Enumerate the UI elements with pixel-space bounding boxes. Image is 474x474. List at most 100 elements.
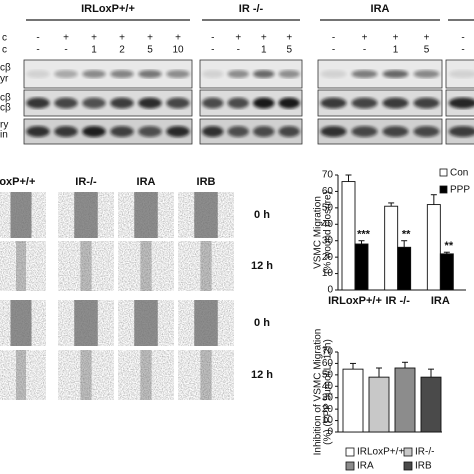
bar xyxy=(397,246,412,291)
micrograph xyxy=(118,241,174,291)
blot-band xyxy=(26,70,50,78)
wound-gap xyxy=(140,241,152,291)
blot-band xyxy=(253,126,275,137)
bar xyxy=(342,368,364,433)
y-axis-label: VSMC Migration xyxy=(313,196,324,269)
lane-sign: - xyxy=(36,33,39,44)
image-row-label: 0 h xyxy=(254,209,270,221)
blot-band xyxy=(166,126,190,137)
band-label: cβ xyxy=(0,103,11,114)
band-label: cβ xyxy=(0,93,11,104)
blot-band xyxy=(166,70,190,78)
legend-label: IRB xyxy=(415,461,432,472)
wound-gap xyxy=(194,300,218,346)
y-tick-label: 10 xyxy=(322,415,334,426)
image-column-label: IRA xyxy=(137,176,156,188)
image-row-label: 12 h xyxy=(251,260,273,272)
lane-sign: + xyxy=(91,33,97,44)
lane-sign: + xyxy=(261,33,267,44)
blot-band xyxy=(413,126,440,137)
blot-band xyxy=(54,126,78,137)
wound-gap xyxy=(80,241,92,291)
wound-gap xyxy=(194,192,218,238)
lane-dose: 2 xyxy=(119,45,125,56)
bar xyxy=(394,367,416,433)
wound-gap xyxy=(74,192,98,238)
blot-band xyxy=(351,97,378,109)
y-tick-label: 60 xyxy=(322,358,334,369)
lane-dose: 5 xyxy=(424,45,430,56)
wound-gap xyxy=(80,350,92,400)
micrograph xyxy=(58,350,114,400)
micrograph xyxy=(58,241,114,291)
lane-sign: - xyxy=(461,33,464,44)
y-tick-label: 70 xyxy=(322,170,334,181)
wound-gap xyxy=(200,241,212,291)
lane-sign: + xyxy=(63,33,69,44)
bar xyxy=(368,376,390,433)
blot-band xyxy=(138,126,162,137)
bar xyxy=(354,243,369,291)
y-axis-label: (% wound closure) xyxy=(323,191,334,274)
lane-dose: - xyxy=(237,45,240,56)
blot-band xyxy=(351,126,378,137)
blot-strip xyxy=(23,59,193,89)
micrograph xyxy=(0,241,46,291)
blot-band xyxy=(320,70,347,78)
blot-band xyxy=(227,126,249,137)
legend-label: PPP xyxy=(450,185,470,196)
y-tick-label: 60 xyxy=(322,186,334,197)
blot-band xyxy=(202,70,224,78)
blot-band xyxy=(82,70,106,78)
blot-band xyxy=(82,126,106,137)
blot-band xyxy=(138,70,162,78)
blot-band xyxy=(54,97,78,109)
legend-swatch xyxy=(403,447,413,457)
wound-gap xyxy=(74,300,98,346)
band-label: ry xyxy=(0,120,8,131)
blot-band xyxy=(82,97,106,109)
y-tick-label: 0 xyxy=(327,285,333,296)
blot-band xyxy=(320,97,347,109)
blot-band xyxy=(202,126,224,137)
lane-dose: 1 xyxy=(261,45,267,56)
image-row-label: 12 h xyxy=(251,369,273,381)
wound-gap xyxy=(16,241,26,291)
y-tick-label: 70 xyxy=(322,347,334,358)
blot-band xyxy=(382,70,409,78)
y-tick-label: 0 xyxy=(327,427,333,438)
lane-dose: 1 xyxy=(393,45,399,56)
lane-sign: + xyxy=(286,33,292,44)
legend-label: IRA xyxy=(357,461,374,472)
band-label: yr xyxy=(0,74,9,85)
lane-dose: - xyxy=(36,45,39,56)
x-tick-label: IRLoxP+/+ xyxy=(328,295,382,307)
y-tick-label: 20 xyxy=(322,404,334,415)
blot-band xyxy=(26,126,50,137)
lane-dose: 5 xyxy=(147,45,153,56)
group-title: IRLoxP+/+ xyxy=(81,3,135,15)
blot-band xyxy=(448,70,474,78)
lane-sign: - xyxy=(332,33,335,44)
y-tick-label: 30 xyxy=(322,235,334,246)
micrograph xyxy=(0,350,46,400)
lane-dose: 5 xyxy=(286,45,292,56)
blot-band xyxy=(278,97,300,109)
lane-dose: - xyxy=(211,45,214,56)
significance: ** xyxy=(445,240,454,252)
blot-band xyxy=(448,97,474,109)
legend-label: IRLoxP+/+ xyxy=(357,447,404,458)
wound-gap xyxy=(10,300,32,346)
y-axis-label: (%) (PPP 5µmol/L, 12h) xyxy=(323,339,334,445)
legend-swatch xyxy=(345,461,355,471)
legend-swatch xyxy=(403,461,413,471)
lane-sign: + xyxy=(119,33,125,44)
image-column-label: LoxP+/+ xyxy=(0,176,35,188)
blot-band xyxy=(202,97,224,109)
y-tick-label: 50 xyxy=(322,202,334,213)
legend-swatch xyxy=(345,447,355,457)
wound-gap xyxy=(10,192,32,238)
blot-band xyxy=(413,70,440,78)
lane-sign: + xyxy=(175,33,181,44)
